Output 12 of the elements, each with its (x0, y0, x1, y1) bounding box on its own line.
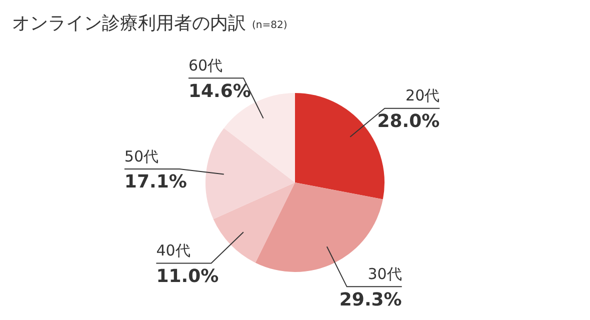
slice-label: 40代 (156, 242, 190, 260)
data-label: 29.3% (339, 289, 402, 310)
data-label: 14.6% (188, 80, 251, 102)
slice-label: 60代 (188, 56, 223, 75)
slice-label: 30代 (368, 265, 402, 284)
data-label: 28.0% (377, 111, 440, 132)
data-label: 11.0% (156, 266, 219, 287)
chart-title: オンライン診療利用者の内訳 (12, 12, 246, 34)
chart-subtitle: (n=82) (252, 20, 288, 31)
slice-label: 50代 (124, 147, 159, 166)
data-label: 17.1% (124, 172, 187, 193)
slice-label: 20代 (406, 86, 440, 105)
